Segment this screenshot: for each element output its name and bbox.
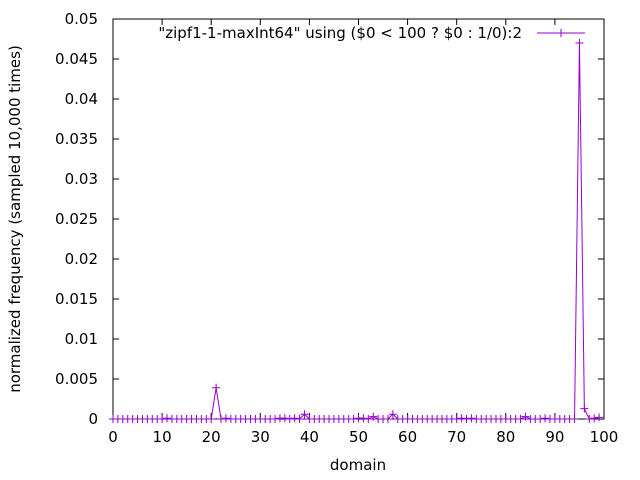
data-point	[585, 415, 594, 423]
data-point	[221, 414, 230, 423]
data-point	[271, 415, 280, 423]
data-point	[452, 415, 461, 423]
data-point	[590, 414, 599, 423]
x-tick-label: 20	[202, 428, 221, 446]
data-point	[595, 413, 604, 422]
x-tick-label: 80	[496, 428, 515, 446]
data-point	[457, 414, 466, 423]
data-point	[521, 412, 530, 421]
legend-label: "zipf1-1-maxInt64" using ($0 < 100 ? $0 …	[158, 24, 522, 42]
data-point	[212, 383, 221, 392]
y-tick-label: 0.03	[65, 170, 98, 188]
data-point	[536, 415, 545, 423]
data-point	[575, 39, 584, 47]
data-point	[364, 415, 373, 423]
y-tick-label: 0.035	[55, 130, 98, 148]
axis-tick-labels: 0 10 20 30 40 50 60 70 80 90 100 0 0.005 0.01 0.015 0.0…	[55, 10, 618, 446]
data-point	[280, 414, 289, 423]
y-tick-label: 0.05	[65, 10, 98, 28]
x-tick-label: 30	[251, 428, 270, 446]
y-tick-label: 0.01	[65, 330, 98, 348]
x-tick-label: 40	[300, 428, 319, 446]
y-tick-label: 0.045	[55, 50, 98, 68]
data-point	[349, 415, 358, 423]
y-tick-label: 0.02	[65, 250, 98, 268]
x-tick-label: 10	[153, 428, 172, 446]
data-point	[300, 410, 309, 419]
x-tick-label: 50	[349, 428, 368, 446]
data-point	[462, 415, 471, 423]
data-point	[158, 415, 167, 423]
axis-ticks	[112, 18, 605, 420]
data-point	[369, 412, 378, 421]
data-point	[516, 415, 525, 423]
plot-frame	[112, 18, 605, 420]
y-tick-label: 0.04	[65, 90, 98, 108]
series-group	[109, 39, 604, 423]
x-tick-label: 0	[108, 428, 118, 446]
data-point	[359, 414, 368, 423]
x-tick-label: 70	[447, 428, 466, 446]
data-point	[467, 414, 476, 423]
x-axis-label: domain	[330, 456, 386, 474]
y-tick-label: 0	[88, 410, 98, 428]
data-point	[285, 415, 294, 423]
x-tick-label: 60	[398, 428, 417, 446]
legend-marker	[557, 29, 565, 37]
data-point	[163, 414, 172, 423]
data-point	[217, 415, 226, 423]
y-axis-label: normalized frequency (sampled 10,000 tim…	[6, 45, 24, 393]
y-tick-label: 0.025	[55, 210, 98, 228]
y-tick-label: 0.005	[55, 370, 98, 388]
data-point	[580, 404, 589, 413]
data-point	[570, 415, 579, 423]
x-tick-label: 90	[545, 428, 564, 446]
y-tick-label: 0.015	[55, 290, 98, 308]
data-point	[383, 415, 392, 423]
data-point	[541, 414, 550, 423]
data-point	[290, 414, 299, 423]
data-point	[388, 410, 397, 419]
series-line	[113, 42, 600, 420]
data-point	[207, 415, 216, 423]
x-tick-label: 100	[590, 428, 619, 446]
data-point	[295, 415, 304, 423]
